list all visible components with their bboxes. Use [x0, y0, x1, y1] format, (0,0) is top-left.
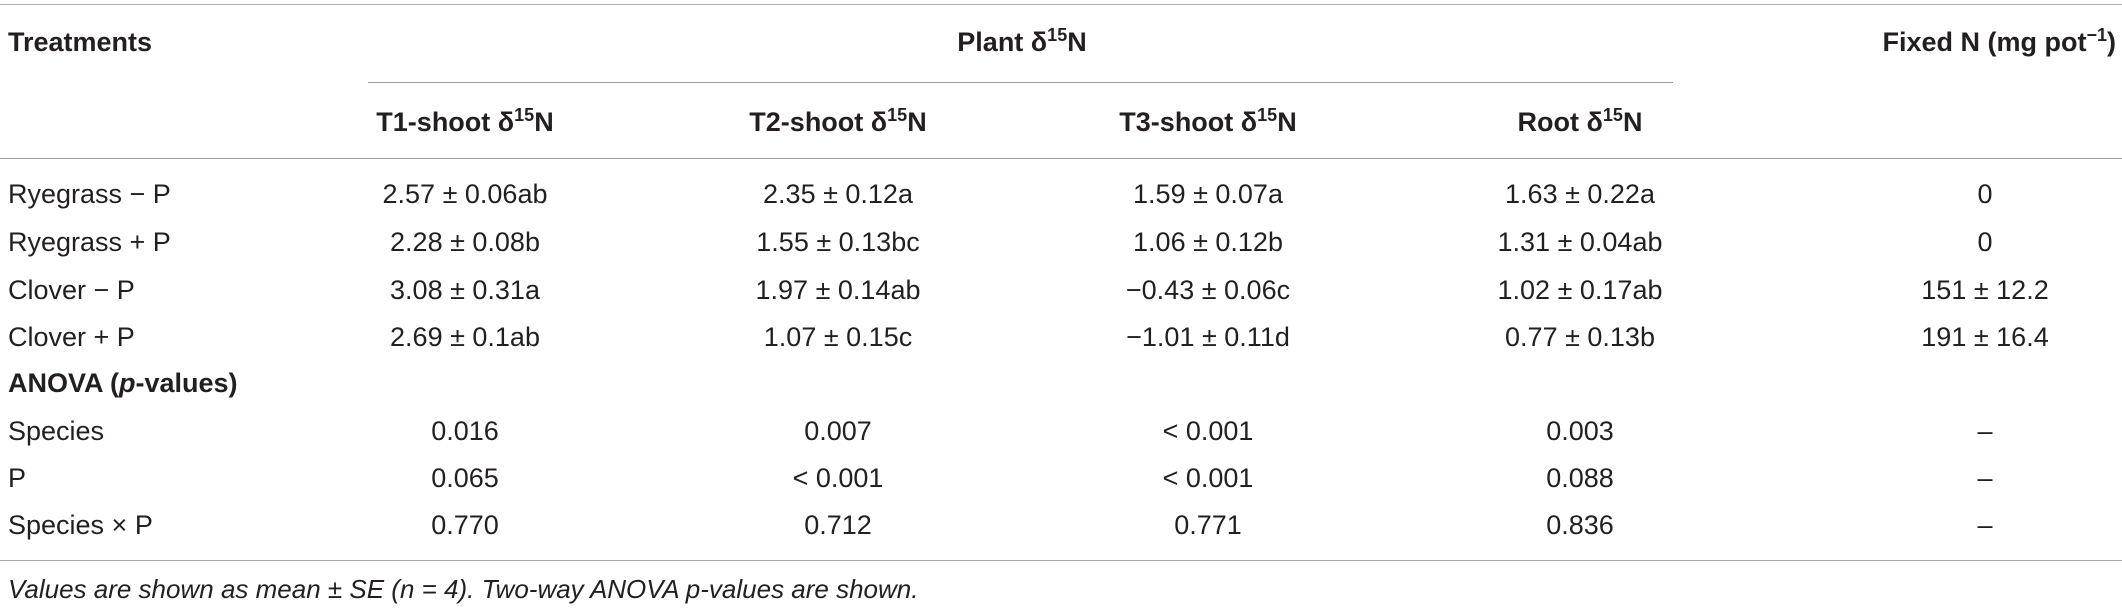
table-cell-root: 1.02 ± 0.17ab [1497, 275, 1663, 305]
anova-cell-t1: 0.065 [431, 463, 499, 493]
table-cell-t1: 2.28 ± 0.08b [390, 227, 540, 257]
table-cell-root: 1.63 ± 0.22a [1505, 179, 1655, 209]
anova-cell-t3: < 0.001 [1162, 416, 1254, 446]
header-fixed-n: Fixed N (mg pot−1) [1882, 25, 2116, 57]
anova-cell-fixed: – [1977, 416, 1993, 446]
anova-cell-t2: 0.712 [804, 510, 872, 540]
anova-cell-root: 0.088 [1546, 463, 1614, 493]
table-row-treatment: Clover + P [8, 322, 135, 352]
table-cell-t3: −0.43 ± 0.06c [1125, 275, 1291, 305]
table-cell-fixed: 0 [1977, 179, 1993, 209]
plant-group-rule [368, 82, 1673, 83]
table-row-treatment: Ryegrass − P [8, 179, 171, 209]
table-cell-t2: 2.35 ± 0.12a [763, 179, 913, 209]
table-cell-fixed: 0 [1977, 227, 1993, 257]
table-cell-t1: 2.57 ± 0.06ab [382, 179, 548, 209]
table-row-treatment: Clover − P [8, 275, 135, 305]
anova-cell-t2: < 0.001 [792, 463, 884, 493]
table-bottom-rule [0, 560, 2122, 561]
anova-heading: ANOVA (p-values) [8, 368, 238, 398]
table-cell-root: 0.77 ± 0.13b [1505, 322, 1655, 352]
anova-row-label: Species × P [8, 510, 153, 540]
anova-cell-fixed: – [1977, 463, 1993, 493]
header-plant-group: Plant δ15N [957, 25, 1087, 57]
anova-cell-t3: < 0.001 [1162, 463, 1254, 493]
anova-cell-fixed: – [1977, 510, 1993, 540]
table-cell-fixed: 191 ± 16.4 [1921, 322, 2049, 352]
table-cell-t2: 1.97 ± 0.14ab [755, 275, 921, 305]
header-bottom-rule [0, 158, 2122, 159]
table-row-treatment: Ryegrass + P [8, 227, 171, 257]
table-cell-root: 1.31 ± 0.04ab [1497, 227, 1663, 257]
table-cell-fixed: 151 ± 12.2 [1921, 275, 2049, 305]
table-cell-t3: −1.01 ± 0.11d [1126, 322, 1290, 352]
header-treatments: Treatments [8, 27, 153, 57]
table-cell-t2: 1.07 ± 0.15c [763, 322, 913, 352]
table-top-rule [0, 4, 2122, 5]
table-footnote: Values are shown as mean ± SE (n = 4). T… [8, 574, 919, 604]
anova-cell-t2: 0.007 [804, 416, 872, 446]
table-cell-t3: 1.59 ± 0.07a [1133, 179, 1283, 209]
anova-cell-t3: 0.771 [1174, 510, 1242, 540]
header-t1-shoot: T1-shoot δ15N [376, 105, 554, 137]
table-cell-t1: 2.69 ± 0.1ab [390, 322, 540, 352]
header-t3-shoot: T3-shoot δ15N [1119, 105, 1297, 137]
table-cell-t3: 1.06 ± 0.12b [1133, 227, 1283, 257]
table-cell-t2: 1.55 ± 0.13bc [756, 227, 920, 257]
anova-row-label: P [8, 463, 27, 493]
anova-cell-t1: 0.770 [431, 510, 499, 540]
header-t2-shoot: T2-shoot δ15N [749, 105, 927, 137]
header-root: Root δ15N [1517, 105, 1643, 137]
anova-cell-t1: 0.016 [431, 416, 499, 446]
anova-cell-root: 0.003 [1546, 416, 1614, 446]
anova-cell-root: 0.836 [1546, 510, 1614, 540]
anova-row-label: Species [8, 416, 105, 446]
table-cell-t1: 3.08 ± 0.31a [390, 275, 540, 305]
